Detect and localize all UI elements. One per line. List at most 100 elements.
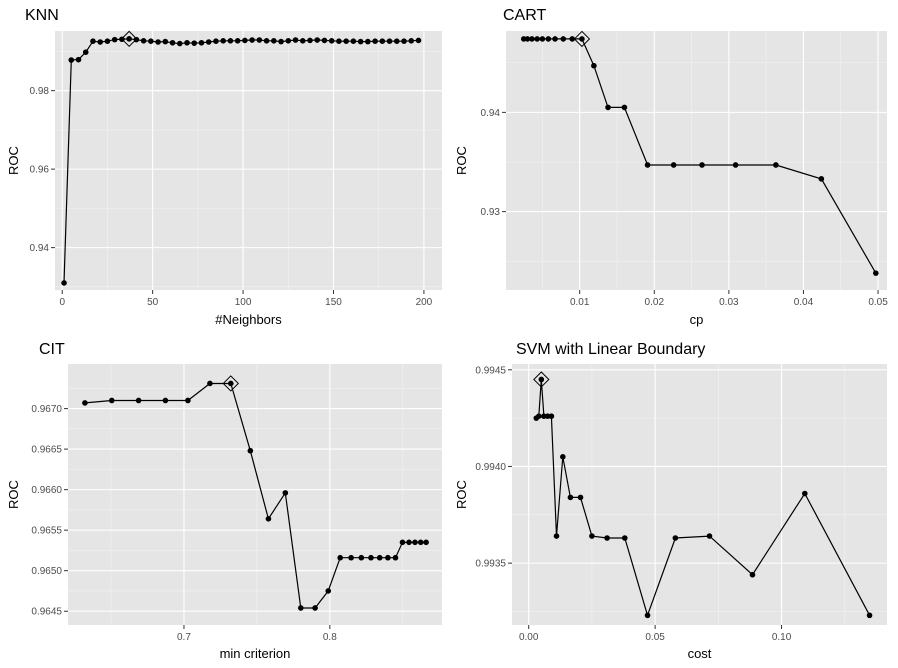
y-tick-label: 0.93 — [481, 207, 501, 218]
data-point — [548, 413, 555, 420]
data-point — [577, 494, 584, 501]
data-point — [605, 104, 611, 111]
data-point — [699, 162, 705, 168]
data-point — [818, 176, 825, 182]
data-point — [415, 37, 422, 44]
x-tick-label: 0.03 — [719, 297, 739, 308]
data-point — [285, 38, 292, 44]
y-axis-label: ROC — [6, 146, 21, 175]
data-point — [104, 38, 111, 45]
panel-background — [506, 31, 887, 290]
y-tick-label: 0.9945 — [475, 365, 506, 376]
data-point — [162, 38, 169, 45]
data-point — [567, 494, 574, 501]
data-point — [579, 36, 585, 42]
data-point — [184, 39, 190, 46]
data-point — [545, 36, 552, 42]
data-point — [524, 36, 531, 42]
data-point — [560, 36, 567, 42]
y-tick-label: 0.9650 — [31, 566, 62, 577]
data-point — [328, 38, 335, 44]
data-point — [271, 38, 277, 44]
x-tick-label: 0.05 — [645, 632, 665, 643]
data-point — [247, 447, 254, 454]
y-tick-label: 0.98 — [30, 86, 50, 97]
data-point — [536, 413, 542, 420]
data-point — [185, 397, 191, 404]
data-point — [553, 533, 560, 539]
data-point — [357, 38, 364, 45]
data-point — [412, 539, 418, 546]
x-tick-label: 0 — [59, 297, 65, 308]
best-value-diamond — [120, 30, 138, 48]
data-point — [376, 554, 383, 561]
data-point — [140, 38, 147, 44]
data-point — [386, 38, 393, 45]
data-point — [337, 554, 343, 561]
x-axis-label: #Neighbors — [215, 312, 282, 327]
data-point — [298, 605, 304, 611]
data-point — [529, 36, 535, 42]
data-point — [672, 535, 679, 541]
data-point — [191, 40, 198, 46]
y-tick-label: 0.9670 — [31, 404, 62, 415]
data-point — [169, 39, 176, 46]
data-point — [111, 36, 118, 43]
x-tick-label: 50 — [147, 297, 159, 308]
data-point — [538, 376, 545, 383]
data-point — [372, 38, 378, 45]
panel-background — [68, 364, 442, 625]
data-point — [560, 454, 566, 460]
data-point — [873, 270, 879, 276]
data-point — [282, 490, 289, 496]
x-tick-label: 200 — [416, 297, 433, 308]
data-point — [644, 612, 651, 619]
data-point — [399, 539, 406, 546]
data-point — [423, 539, 429, 546]
chart-title: KNN — [25, 7, 59, 24]
data-point — [350, 38, 357, 45]
data-point — [82, 49, 89, 55]
data-point — [278, 38, 284, 45]
data-point — [205, 39, 212, 45]
data-point — [321, 37, 328, 44]
panel-background — [55, 31, 442, 290]
data-point — [242, 37, 248, 44]
x-tick-label: 0.02 — [645, 297, 665, 308]
x-tick-label: 0.05 — [868, 297, 888, 308]
data-point — [265, 516, 272, 522]
data-point — [61, 280, 67, 286]
data-point — [621, 104, 628, 111]
best-value-diamond — [533, 371, 550, 388]
data-point — [162, 397, 169, 404]
data-point — [379, 38, 386, 45]
y-tick-label: 0.9940 — [475, 462, 506, 473]
data-point — [408, 38, 415, 44]
chart-panel-4: 0.00 0.05 0.10 0.9935 0.9940 0.9945 SVM with L… — [454, 341, 887, 661]
data-point — [365, 38, 371, 45]
data-point — [773, 162, 779, 168]
data-point — [256, 37, 263, 43]
data-point — [569, 36, 576, 42]
data-point — [706, 533, 713, 539]
data-point — [234, 38, 241, 44]
data-point — [207, 380, 213, 387]
x-tick-label: 0.7 — [177, 632, 191, 643]
x-tick-label: 0.01 — [570, 297, 590, 308]
data-point — [539, 36, 546, 42]
y-tick-label: 0.96 — [30, 165, 50, 176]
x-tick-label: 150 — [325, 297, 342, 308]
data-point — [314, 37, 321, 43]
data-point — [126, 36, 132, 42]
data-point — [866, 612, 873, 619]
data-point — [325, 588, 332, 594]
y-axis-label: ROC — [454, 480, 469, 509]
data-point — [227, 380, 234, 387]
x-tick-label: 0.8 — [323, 632, 337, 643]
data-point — [368, 554, 374, 561]
data-point — [75, 56, 82, 63]
data-point — [135, 397, 142, 404]
y-axis-label: ROC — [6, 480, 21, 509]
